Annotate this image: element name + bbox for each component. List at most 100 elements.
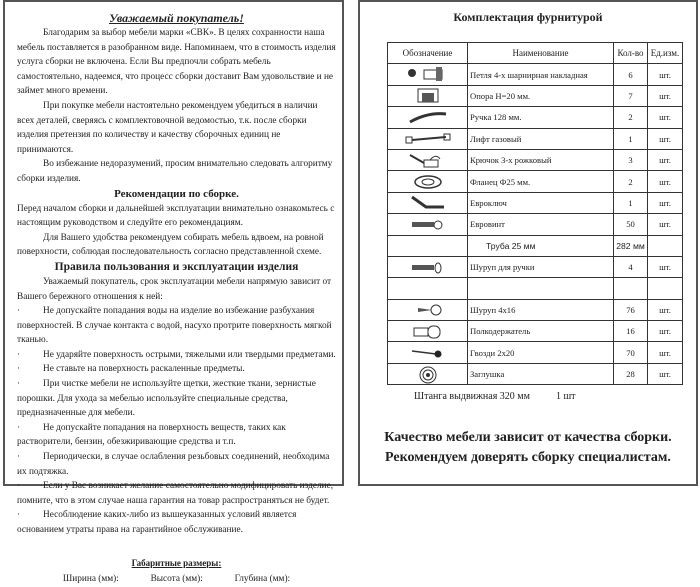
- table-row: [387, 277, 683, 300]
- rule-text: Не ставьте на поверхность раскаленные пр…: [43, 364, 245, 375]
- bullet: ·: [17, 422, 21, 433]
- bullet: ·: [17, 452, 21, 463]
- rule-text: При чистке мебели не используйте щетки, …: [17, 379, 316, 419]
- item-qty: 70: [613, 341, 648, 364]
- item-name: Фланец Ф25 мм.: [467, 170, 614, 193]
- item-qty: 76: [613, 298, 648, 322]
- item-unit: шт.: [647, 106, 683, 129]
- table-row: Гвозди 2х20 70 шт.: [387, 341, 683, 364]
- greeting-title: Уважаемый покупатель!: [109, 11, 244, 25]
- bullet: ·: [17, 306, 21, 317]
- support-foot-icon: [387, 84, 468, 108]
- table-row: Фланец Ф25 мм. 2 шт.: [387, 170, 683, 193]
- intro-paragraph: При покупке мебели настоятельно рекоменд…: [17, 100, 318, 155]
- rule-text: Не допускайте попадания воды на изделие …: [17, 306, 332, 346]
- rule-item: · Не ставьте на поверхность раскаленные п…: [17, 362, 336, 377]
- handle-icon: [387, 106, 468, 129]
- hinge-icon: [387, 63, 468, 86]
- item-unit: [647, 277, 683, 300]
- item-qty: 4: [613, 255, 648, 279]
- item-name: Ручка 128 мм.: [467, 106, 614, 129]
- item-unit: шт.: [647, 298, 683, 322]
- table-row: Шуруп 4х16 76 шт.: [387, 298, 683, 322]
- quality-line: Рекомендуем доверять сборку специалистам…: [385, 450, 671, 465]
- item-name: Лифт газовый: [467, 127, 614, 150]
- hardware-table: Обозначение Наименование Кол-во Ед.изм. …: [387, 41, 683, 386]
- table-row: Опора Н=20 мм. 7 шт.: [387, 84, 683, 108]
- table-row: Крючок 3-х рожковый 3 шт.: [387, 148, 683, 172]
- item-qty: 1: [613, 191, 648, 215]
- item-name: [467, 277, 614, 300]
- extra-item-name: Штанга выдвижная 320 мм: [414, 391, 530, 402]
- item-qty: 282 мм: [613, 234, 648, 257]
- intro-paragraph: Благодарим за выбор мебели марки «СВК». …: [17, 28, 336, 97]
- rule-item: · Периодически, в случае ослабления резьб…: [17, 450, 336, 479]
- rule-item: · При чистке мебели не используйте щетки,…: [17, 377, 336, 421]
- bullet: ·: [17, 379, 21, 390]
- item-name: Евровинт: [467, 213, 614, 236]
- cap-icon: [387, 362, 468, 386]
- rule-text: Не допускайте попадания на поверхность в…: [17, 422, 286, 448]
- hex-key-icon: [387, 191, 468, 215]
- item-unit: шт.: [647, 191, 683, 215]
- gas-lift-icon: [387, 127, 468, 150]
- bullet: ·: [17, 364, 21, 375]
- table-row: Евровинт 50 шт.: [387, 213, 683, 236]
- rule-text: Периодически, в случае ослабления резьбо…: [17, 452, 330, 477]
- header-designation: Обозначение: [387, 41, 468, 65]
- intro-paragraph: Во избежание недоразумений, просим внима…: [17, 159, 333, 184]
- item-qty: 2: [613, 106, 648, 129]
- item-name: Опора Н=20 мм.: [467, 84, 614, 108]
- extra-item: Штанга выдвижная 320 мм 1 шт: [414, 391, 576, 402]
- bullet: ·: [17, 349, 21, 360]
- item-name: Крючок 3-х рожковый: [467, 148, 614, 172]
- header-unit: Ед.изм.: [647, 41, 683, 65]
- item-qty: 16: [613, 320, 648, 343]
- item-qty: 28: [613, 362, 648, 386]
- item-unit: шт.: [647, 127, 683, 150]
- rule-text: Не ударяйте поверхность острыми, тяжелым…: [43, 349, 336, 360]
- item-unit: шт.: [647, 362, 683, 386]
- usage-rules-title: Правила пользования и эксплуатации издел…: [54, 260, 299, 273]
- handle-screw-icon: [387, 255, 468, 279]
- rec-paragraph: Перед началом сборки и дальнейшей эксплу…: [17, 203, 335, 229]
- table-row: Полкодержатель 16 шт.: [387, 320, 683, 343]
- item-name: Заглушка: [467, 362, 614, 386]
- item-unit: шт.: [647, 170, 683, 193]
- width-label: Ширина (мм):: [62, 574, 119, 585]
- item-unit: шт.: [647, 341, 683, 364]
- table-row: Лифт газовый 1 шт.: [387, 127, 683, 150]
- item-unit: шт.: [647, 255, 683, 279]
- shelf-pin-icon: [387, 320, 468, 343]
- item-unit: шт.: [647, 213, 683, 236]
- item-name: Шуруп 4х16: [467, 298, 614, 322]
- rule-item: · Не ударяйте поверхность острыми, тяжелы…: [17, 348, 336, 363]
- item-qty: 7: [613, 84, 648, 108]
- empty-designation: [387, 234, 468, 257]
- table-row: Петля 4-х шарнирная накладная 6 шт.: [387, 63, 683, 86]
- header-name: Наименование: [467, 41, 614, 65]
- item-name: Шуруп для ручки: [467, 255, 614, 279]
- table-row: Шуруп для ручки 4 шт.: [387, 255, 683, 279]
- table-row: Заглушка 28 шт.: [387, 362, 683, 386]
- table-row: Труба 25 мм 282 мм: [387, 234, 683, 257]
- item-name: Труба 25 мм: [467, 234, 614, 257]
- rule-item: · Не допускайте попадания на поверхность …: [17, 421, 336, 450]
- hook-icon: [387, 148, 468, 172]
- bullet: ·: [17, 510, 21, 521]
- item-qty: [613, 277, 648, 300]
- rule-item: · Если у Вас возникает желание самостояте…: [17, 479, 336, 508]
- item-name: Петля 4-х шарнирная накладная: [467, 63, 614, 86]
- rule-text: Несоблюдение каких-либо из вышеуказанных…: [17, 510, 297, 535]
- item-unit: [647, 234, 683, 257]
- quality-line: Качество мебели зависит от качества сбор…: [384, 430, 672, 445]
- item-qty: 50: [613, 213, 648, 236]
- item-name: Полкодержатель: [467, 320, 614, 343]
- hardware-list-page: Комплектация фурнитурой Обозначение Наим…: [358, 0, 698, 486]
- item-qty: 6: [613, 63, 648, 86]
- assembly-recommendations-title: Рекомендации по сборке.: [114, 187, 239, 200]
- item-qty: 3: [613, 148, 648, 172]
- quality-notice: Качество мебели зависит от качества сбор…: [360, 428, 696, 468]
- item-name: Гвозди 2х20: [467, 341, 614, 364]
- empty-designation: [387, 277, 468, 300]
